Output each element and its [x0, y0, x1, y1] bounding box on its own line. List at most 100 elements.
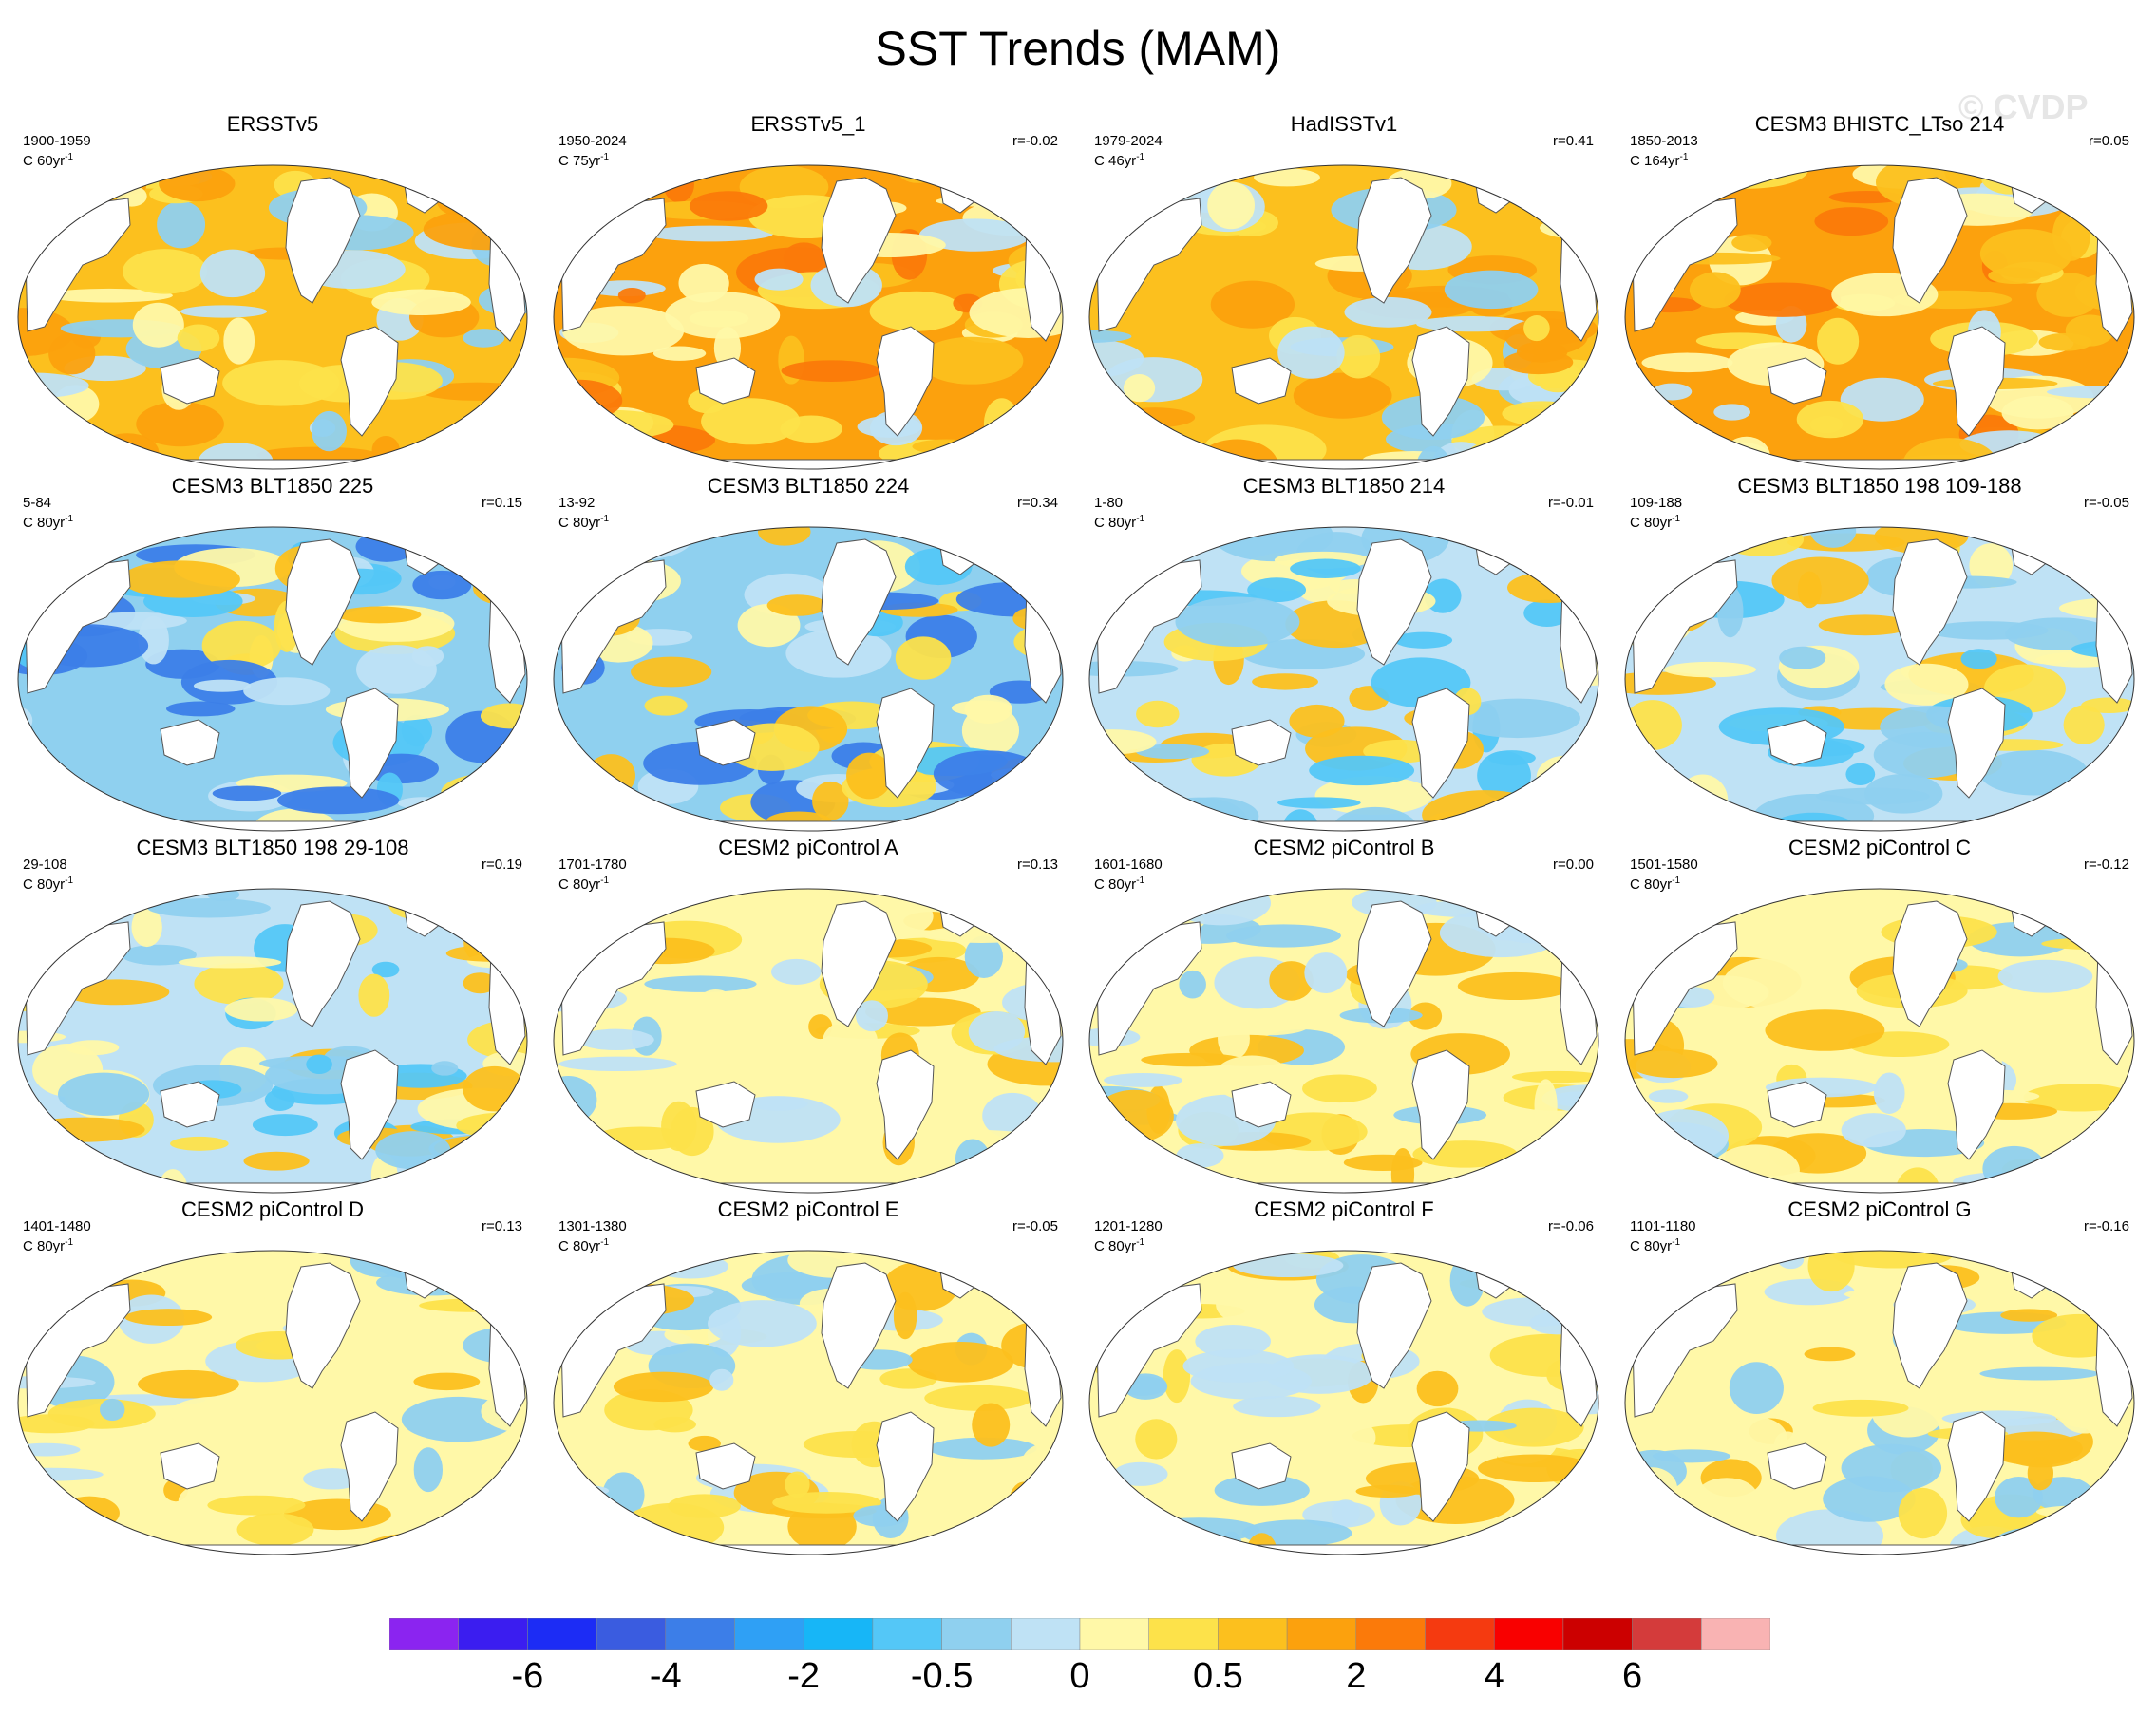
panel-pattern-correlation: r=0.34 — [1017, 495, 1058, 511]
colorbar-swatch — [527, 1618, 597, 1650]
sst-trend-map — [17, 164, 528, 470]
panel-title: CESM3 BLT1850 224 — [707, 474, 910, 498]
map-panel: CESM2 piControl B 1601-1680 C 80yr-1 r=0.00 — [1078, 836, 1610, 1201]
panel-period: 1601-1680 — [1094, 857, 1163, 873]
panel-trend-units: C 80yr-1 — [558, 1237, 610, 1254]
map-panel: CESM2 piControl C 1501-1580 C 80yr-1 r=-0.1… — [1614, 836, 2146, 1201]
colorbar-swatch — [1562, 1618, 1633, 1650]
map-panel: CESM2 piControl A 1701-1780 C 80yr-1 r=0.13 — [542, 836, 1074, 1201]
panel-pattern-correlation: r=-0.02 — [1012, 133, 1058, 149]
panel-pattern-correlation: r=0.15 — [482, 495, 522, 511]
map-panel: CESM2 piControl D 1401-1480 C 80yr-1 r=0.13 — [7, 1197, 539, 1563]
panel-trend-units: C 80yr-1 — [1630, 1237, 1681, 1254]
colorbar-tick-label: 2 — [1346, 1656, 1367, 1696]
panel-pattern-correlation: r=-0.05 — [2084, 495, 2129, 511]
panel-period: 1101-1180 — [1630, 1218, 1696, 1234]
sst-trend-map — [17, 888, 528, 1194]
panel-period: 109-188 — [1630, 495, 1683, 511]
map-panel: ERSSTv5_1 1950-2024 C 75yr-1 r=-0.02 — [542, 112, 1074, 478]
panel-period: 1900-1959 — [23, 133, 91, 149]
panel-period: 13-92 — [558, 495, 596, 511]
colorbar-swatch — [1218, 1618, 1288, 1650]
figure-title: SST Trends (MAM) — [875, 22, 1281, 75]
panel-period: 1-80 — [1094, 495, 1124, 511]
map-panel: ERSSTv5 1900-1959 C 60yr-1 — [7, 112, 539, 478]
colorbar-tick-label: 0.5 — [1192, 1656, 1243, 1696]
panel-title: HadISSTv1 — [1290, 112, 1398, 136]
panel-pattern-correlation: r=-0.01 — [1548, 495, 1594, 511]
panel-trend-units: C 75yr-1 — [558, 152, 610, 169]
colorbar-tick-label: -6 — [511, 1656, 544, 1696]
panel-trend-units: C 60yr-1 — [23, 152, 74, 169]
panel-pattern-correlation: r=-0.06 — [1548, 1218, 1594, 1234]
panel-period: 1950-2024 — [558, 133, 627, 149]
panel-trend-units: C 80yr-1 — [558, 876, 610, 893]
sst-trend-map — [553, 1250, 1064, 1555]
sst-trend-map — [1088, 1250, 1599, 1555]
panel-title: CESM2 piControl F — [1254, 1197, 1434, 1221]
map-panel: CESM2 piControl E 1301-1380 C 80yr-1 r=-0.0… — [542, 1197, 1074, 1563]
panel-period: 5-84 — [23, 495, 52, 511]
sst-trend-map — [553, 164, 1064, 470]
panel-pattern-correlation: r=-0.12 — [2084, 857, 2129, 873]
sst-trend-map — [1088, 888, 1599, 1194]
panel-title: CESM2 piControl A — [718, 836, 898, 859]
panel-period: 1501-1580 — [1630, 857, 1698, 873]
colorbar-swatch — [803, 1618, 874, 1650]
colorbar-swatch — [1079, 1618, 1149, 1650]
panel-title: CESM2 piControl G — [1787, 1197, 1972, 1221]
panel-pattern-correlation: r=-0.16 — [2084, 1218, 2129, 1234]
map-panel: HadISSTv1 1979-2024 C 46yr-1 r=0.41 — [1078, 112, 1610, 478]
sst-trend-map — [553, 888, 1064, 1194]
colorbar-swatch — [665, 1618, 735, 1650]
colorbar-swatch — [1148, 1618, 1219, 1650]
sst-trend-map — [1624, 164, 2135, 470]
panel-trend-units: C 80yr-1 — [1630, 514, 1681, 531]
panel-title: CESM3 BLT1850 198 109-188 — [1737, 474, 2022, 498]
map-panel: CESM3 BLT1850 214 1-80 C 80yr-1 r=-0.01 — [1078, 474, 1610, 839]
panel-trend-units: C 46yr-1 — [1094, 152, 1145, 169]
map-panel: CESM3 BLT1850 224 13-92 C 80yr-1 r=0.34 — [542, 474, 1074, 839]
panel-title: CESM3 BLT1850 225 — [171, 474, 374, 498]
panel-title: CESM2 piControl B — [1253, 836, 1435, 859]
colorbar-swatch — [1632, 1618, 1702, 1650]
panel-period: 1979-2024 — [1094, 133, 1163, 149]
colorbar-tick-label: 0 — [1069, 1656, 1090, 1696]
sst-trend-map — [1624, 526, 2135, 832]
colorbar-swatch — [596, 1618, 667, 1650]
panel-pattern-correlation: r=0.05 — [2089, 133, 2129, 149]
colorbar-tick-label: -4 — [649, 1656, 682, 1696]
sst-trend-map — [17, 1250, 528, 1555]
panel-title: CESM2 piControl C — [1788, 836, 1971, 859]
panel-title: CESM3 BLT1850 214 — [1242, 474, 1446, 498]
panel-title: CESM2 piControl D — [181, 1197, 364, 1221]
panel-trend-units: C 80yr-1 — [23, 876, 74, 893]
colorbar-swatch — [389, 1618, 459, 1650]
colorbar-swatch — [941, 1618, 1012, 1650]
sst-trend-map — [553, 526, 1064, 832]
sst-trend-map — [1624, 888, 2135, 1194]
map-panel: CESM3 BLT1850 198 29-108 29-108 C 80yr-1 r=… — [7, 836, 539, 1201]
colorbar-swatch — [872, 1618, 942, 1650]
panel-pattern-correlation: r=0.00 — [1553, 857, 1594, 873]
colorbar-tick-label: -0.5 — [910, 1656, 974, 1696]
sst-trend-map — [17, 526, 528, 832]
sst-trend-map — [1088, 164, 1599, 470]
panel-period: 1401-1480 — [23, 1218, 91, 1234]
panel-trend-units: C 80yr-1 — [23, 514, 74, 531]
colorbar-tick-label: 6 — [1622, 1656, 1643, 1696]
panel-period: 29-108 — [23, 857, 67, 873]
colorbar-swatch — [1011, 1618, 1081, 1650]
panel-pattern-correlation: r=-0.05 — [1012, 1218, 1058, 1234]
map-panel: CESM2 piControl G 1101-1180 C 80yr-1 r=-0.1… — [1614, 1197, 2146, 1563]
panel-pattern-correlation: r=0.13 — [482, 1218, 522, 1234]
cvdp-watermark: © CVDP — [1958, 87, 2089, 126]
colorbar-swatch — [1493, 1618, 1564, 1650]
map-panel: CESM3 BHISTC_LTso 214 1850-2013 C 164yr-1 r… — [1614, 112, 2146, 478]
panel-period: 1850-2013 — [1630, 133, 1698, 149]
colorbar-swatch — [1701, 1618, 1770, 1650]
sst-trend-map — [1088, 526, 1599, 832]
colorbar — [389, 1618, 1770, 1650]
panel-title: CESM2 piControl E — [717, 1197, 899, 1221]
colorbar-swatch — [1286, 1618, 1357, 1650]
